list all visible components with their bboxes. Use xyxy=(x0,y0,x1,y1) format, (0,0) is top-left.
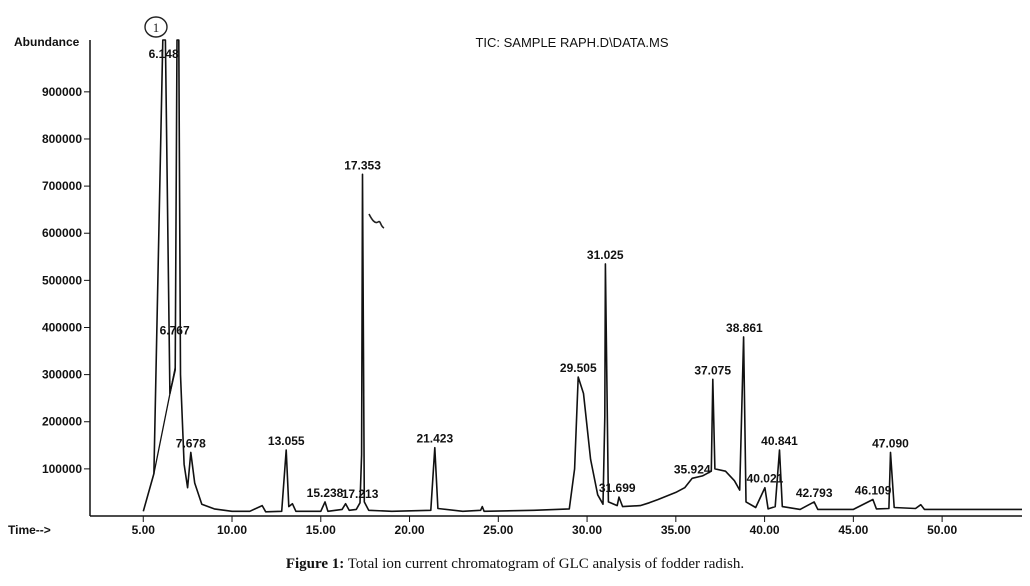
peak-label: 17.213 xyxy=(342,487,379,501)
x-tick-label: 35.00 xyxy=(661,523,691,537)
tic-trace xyxy=(142,39,1022,513)
chromatogram-chart: TIC: SAMPLE RAPH.D\DATA.MS Abundance Tim… xyxy=(8,16,1022,537)
peak-label: 31.699 xyxy=(599,481,636,495)
peak-label: 15.238 xyxy=(307,486,344,500)
y-tick-label: 600000 xyxy=(42,226,82,240)
x-tick-label: 15.00 xyxy=(306,523,336,537)
chart-title: TIC: SAMPLE RAPH.D\DATA.MS xyxy=(475,35,668,50)
peak-label: 40.021 xyxy=(747,472,784,486)
peak-label: 29.505 xyxy=(560,361,597,375)
peak-label: 37.075 xyxy=(694,363,731,377)
x-tick-label: 50.00 xyxy=(927,523,957,537)
peak-label: 35.924 xyxy=(674,462,711,476)
x-axis-label: Time--> xyxy=(8,523,51,537)
y-tick-label: 300000 xyxy=(42,368,82,382)
secondary-trace xyxy=(153,367,176,474)
x-tick-label: 5.00 xyxy=(132,523,156,537)
x-tick-label: 30.00 xyxy=(572,523,602,537)
y-tick-label: 100000 xyxy=(42,462,82,476)
figure-caption-text: Total ion current chromatogram of GLC an… xyxy=(344,556,745,572)
annotation-circle: 1 xyxy=(144,16,168,38)
handwritten-mark xyxy=(368,213,385,229)
y-tick-label: 400000 xyxy=(42,320,82,334)
x-tick-label: 45.00 xyxy=(838,523,868,537)
y-ticks: 100000 200000 300000 400000 500000 600000 7000… xyxy=(42,85,90,476)
peak-label: 13.055 xyxy=(268,434,305,448)
figure-caption-label: Figure 1: xyxy=(285,556,345,572)
x-tick-label: 10.00 xyxy=(217,523,247,537)
peak-label: 7.678 xyxy=(176,436,206,450)
y-tick-label: 800000 xyxy=(42,132,82,146)
x-tick-label: 20.00 xyxy=(395,523,425,537)
peak-label: 17.353 xyxy=(344,158,381,172)
annotation-label: 1 xyxy=(153,20,160,35)
traces xyxy=(142,39,1022,513)
peak-label: 6.767 xyxy=(160,323,190,337)
x-ticks: 5.00 10.00 15.00 20.00 25.00 30.00 35.00 40.00 4… xyxy=(132,516,957,537)
y-tick-label: 500000 xyxy=(42,273,82,287)
y-tick-label: 900000 xyxy=(42,85,82,99)
peak-label: 6.148 xyxy=(149,47,179,61)
peak-label: 38.861 xyxy=(726,321,763,335)
peak-label: 31.025 xyxy=(587,248,624,262)
x-tick-label: 40.00 xyxy=(750,523,780,537)
y-axis-label: Abundance xyxy=(14,35,80,49)
peak-label: 40.841 xyxy=(761,434,798,448)
peak-label: 42.793 xyxy=(796,486,833,500)
peak-label: 21.423 xyxy=(416,432,453,446)
peak-label: 47.090 xyxy=(872,436,909,450)
y-tick-label: 200000 xyxy=(42,415,82,429)
y-tick-label: 700000 xyxy=(42,179,82,193)
peak-label: 46.109 xyxy=(855,484,892,498)
figure-caption: Figure 1: Total ion current chromatogram… xyxy=(0,556,1030,573)
x-tick-label: 25.00 xyxy=(483,523,513,537)
